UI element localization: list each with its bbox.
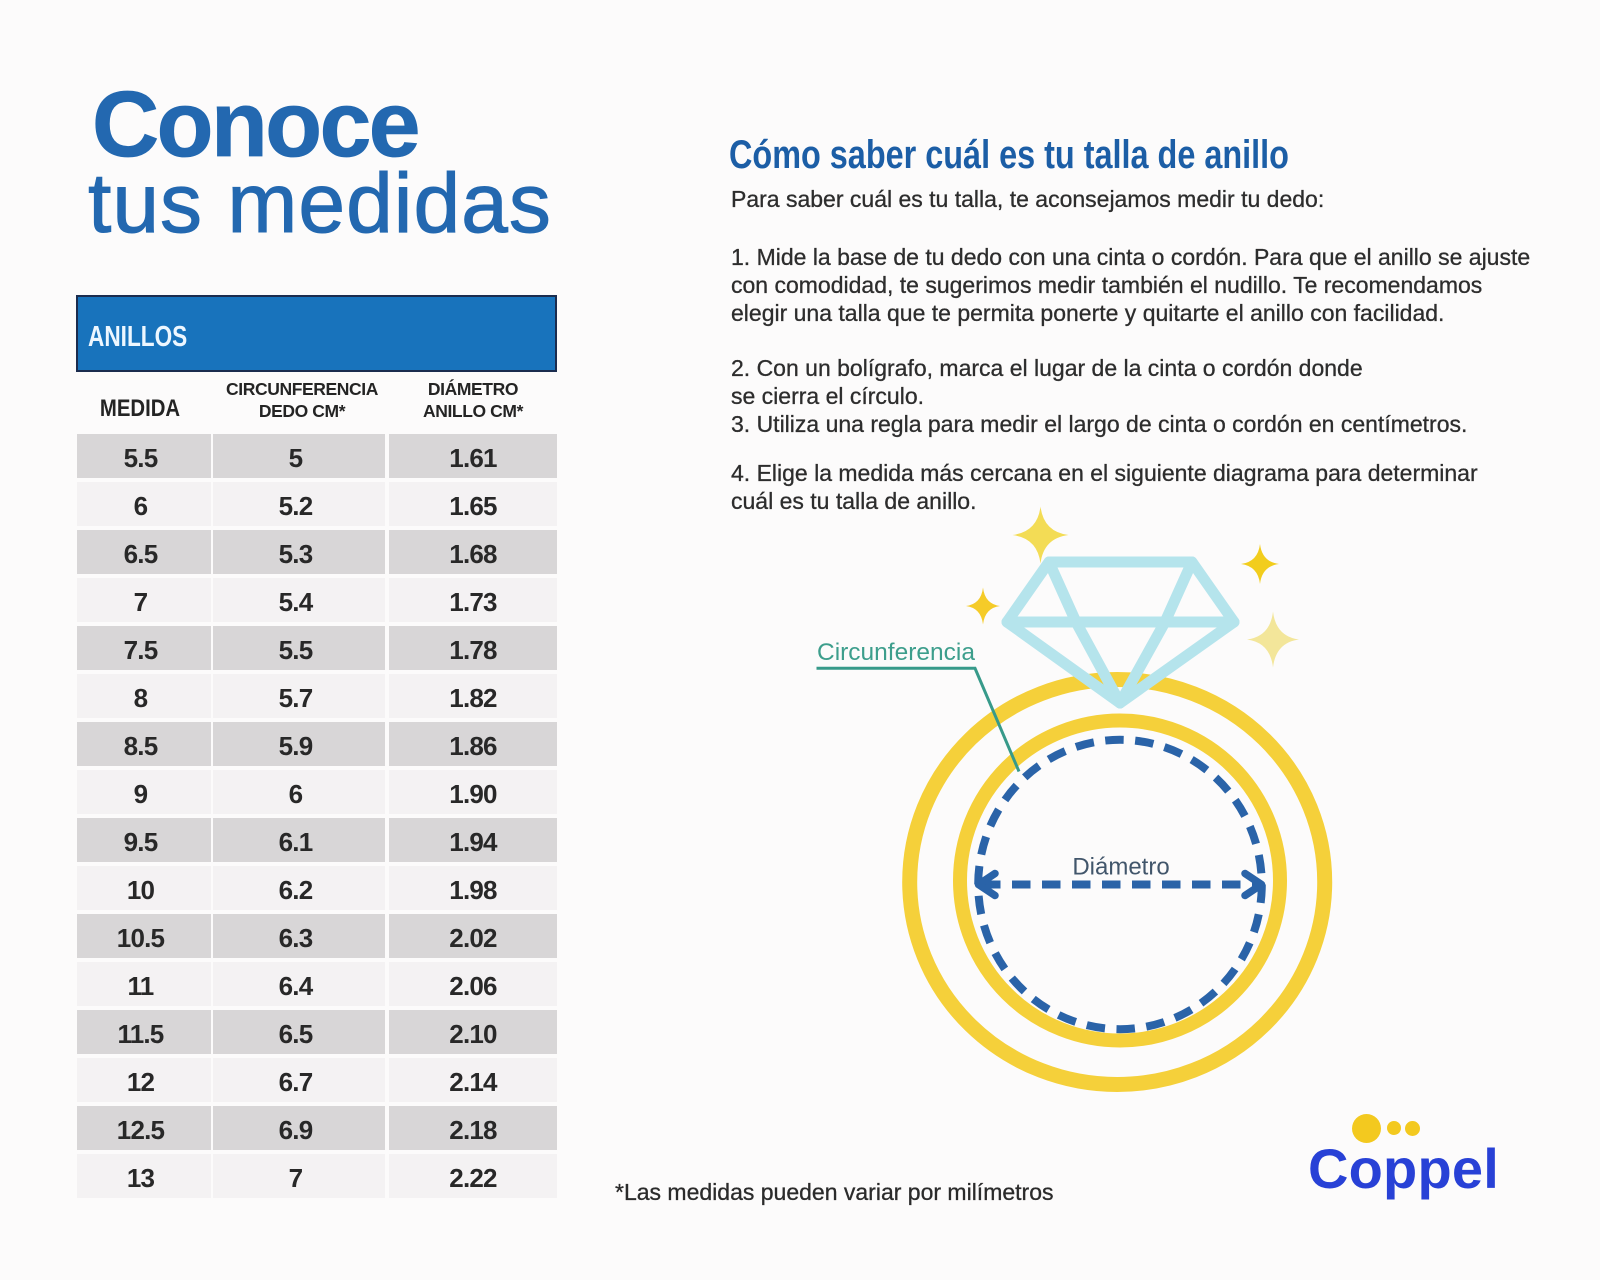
svg-text:Circunferencia: Circunferencia bbox=[817, 639, 975, 666]
svg-text:Diámetro: Diámetro bbox=[1072, 854, 1169, 881]
